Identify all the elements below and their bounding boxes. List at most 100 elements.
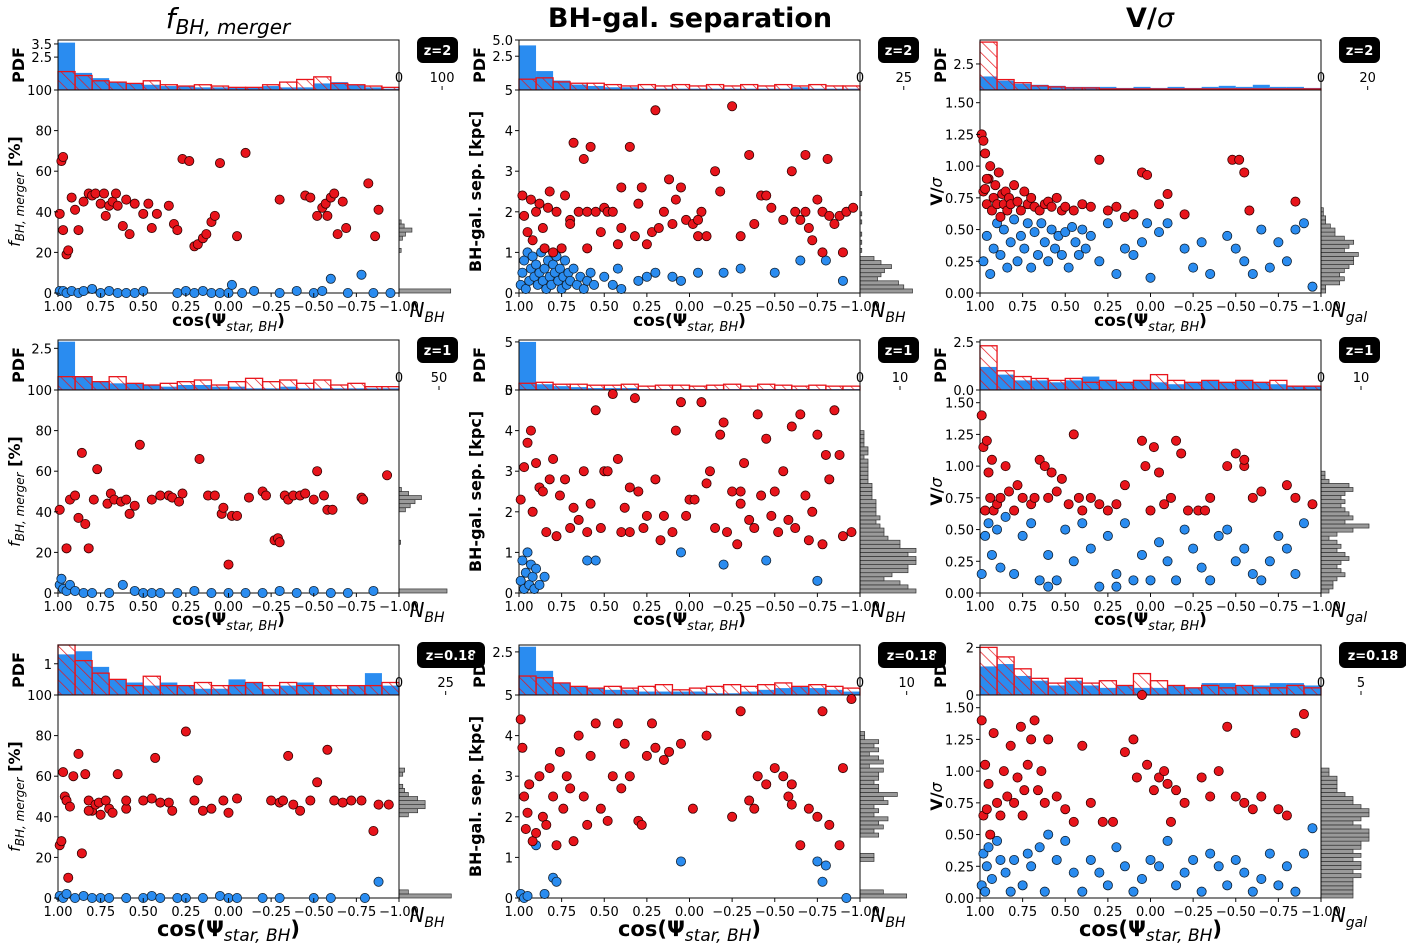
side-hist-bar <box>859 556 917 561</box>
data-point-blue <box>980 886 991 897</box>
data-point-red <box>1015 205 1026 216</box>
data-point-blue <box>70 585 81 596</box>
top-hist-bar-red <box>1252 687 1271 696</box>
side-hist-bar <box>859 515 881 521</box>
side-hist-bar <box>398 796 419 801</box>
top-hist-bar-red <box>825 385 844 391</box>
data-point-blue <box>172 287 183 298</box>
data-point-blue <box>1145 854 1156 865</box>
data-point-red <box>638 523 649 534</box>
data-point-blue <box>1171 880 1182 891</box>
top-hist-bar-red <box>1201 684 1220 696</box>
top-hist-bar-red <box>193 379 213 391</box>
data-point-blue <box>1029 227 1040 238</box>
data-point-red <box>184 156 195 167</box>
data-point-blue <box>189 287 200 298</box>
side-hist-tick-label: 0 <box>856 371 864 386</box>
data-point-red <box>735 498 746 509</box>
side-hist-bar <box>859 434 865 440</box>
data-point-red <box>1077 199 1088 210</box>
side-hist-bar <box>859 507 877 513</box>
data-point-blue <box>812 856 823 867</box>
data-point-blue <box>206 588 217 599</box>
data-point-red <box>981 173 992 184</box>
x-tick-label: 0.00 <box>675 905 704 920</box>
redshift-badge-label: z=0.18 <box>1348 649 1399 664</box>
side-hist-bar <box>859 543 901 549</box>
data-point-red <box>54 208 65 219</box>
data-point-blue <box>1039 237 1050 248</box>
top-hist-bar-red <box>74 74 93 91</box>
top-hist-bar-red <box>535 677 554 696</box>
data-point-red <box>70 490 81 501</box>
data-point-red <box>92 464 103 475</box>
data-point-red <box>710 523 721 534</box>
top-hist-bar-red <box>159 382 179 391</box>
data-point-red <box>1077 505 1088 516</box>
scatter-panel: 1.00 0.75 0.50 0.25 0.00 −0.25 −0.50 −0.75 −1.00… <box>466 84 880 335</box>
data-point-red <box>64 801 75 812</box>
data-point-red <box>214 158 225 169</box>
top-hist-bar-red <box>979 345 998 391</box>
side-hist-bar <box>859 816 889 822</box>
data-point-red <box>90 188 101 199</box>
data-point-red <box>1239 167 1250 178</box>
top-hist-bar-red <box>1064 677 1083 696</box>
y-tick-label: 3 <box>505 465 513 480</box>
data-point-red <box>565 783 576 794</box>
redshift-badge-bg <box>417 37 458 63</box>
x-tick-label: 0.00 <box>675 600 704 615</box>
side-hist-bar <box>1320 503 1342 509</box>
data-point-red <box>368 826 379 837</box>
data-point-red <box>786 779 797 790</box>
data-point-red <box>150 752 161 763</box>
top-hist-bar-red <box>979 41 998 91</box>
data-point-red <box>658 754 669 765</box>
x-tick-label: −0.50 <box>294 300 334 315</box>
data-point-red <box>803 535 814 546</box>
x-tick-label: −0.50 <box>294 905 334 920</box>
data-point-red <box>312 777 323 788</box>
data-point-red <box>1196 772 1207 783</box>
side-hist-bar <box>398 491 409 496</box>
data-point-red <box>993 167 1004 178</box>
top-hist-bar-red <box>1013 668 1032 696</box>
redshift-badge-label: z=2 <box>424 44 452 59</box>
data-point-blue <box>1239 256 1250 267</box>
data-point-blue <box>650 267 661 278</box>
side-hist-bar <box>1320 474 1326 480</box>
top-hist-bar-red <box>791 685 810 696</box>
top-hist-bar-red <box>620 383 639 391</box>
y-axis-label: BH-gal. sep. [kpc] <box>466 111 485 272</box>
data-point-red <box>542 202 553 213</box>
y-tick-label: 4 <box>505 730 513 745</box>
data-point-blue <box>983 518 994 529</box>
data-point-red <box>641 239 652 250</box>
y-tick-label: 2 <box>505 206 513 221</box>
x-tick-label: 0.25 <box>171 600 200 615</box>
data-point-red <box>749 218 760 229</box>
side-hist-bar <box>1320 889 1354 895</box>
top-hist-bar-red <box>654 384 674 391</box>
data-point-blue <box>1119 861 1130 872</box>
data-point-blue <box>1179 243 1190 254</box>
data-point-blue <box>582 555 593 566</box>
data-point-red <box>629 231 640 242</box>
data-point-red <box>274 194 285 205</box>
data-point-red <box>667 527 678 538</box>
data-point-blue <box>1188 854 1199 865</box>
top-hist-bar-red <box>1115 381 1135 391</box>
data-point-blue <box>1307 281 1318 292</box>
data-point-red <box>1009 180 1020 191</box>
top-hist-bar-red <box>808 83 827 91</box>
data-point-blue <box>172 893 183 904</box>
x-tick-label: −1.00 <box>379 905 419 920</box>
top-hist-bar-red <box>1030 377 1049 391</box>
data-point-blue <box>992 524 1003 535</box>
side-hist-bar <box>859 438 865 444</box>
top-hist-ylabel: PDF <box>9 652 28 688</box>
